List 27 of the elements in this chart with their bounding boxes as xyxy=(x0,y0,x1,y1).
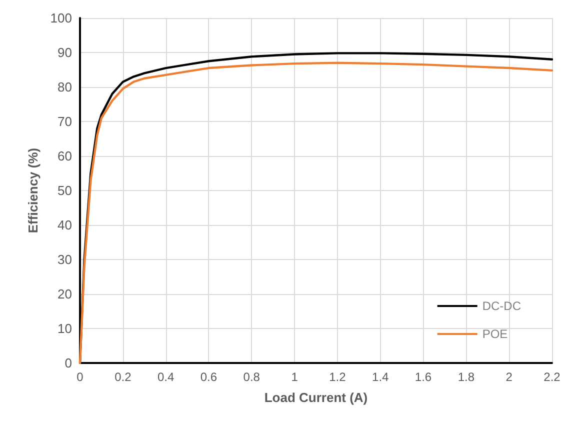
x-tick-label: 1.4 xyxy=(372,370,390,384)
y-tick-label: 0 xyxy=(64,356,72,370)
y-tick-label: 40 xyxy=(58,218,72,232)
y-tick-label: 80 xyxy=(58,80,72,94)
y-tick-label: 30 xyxy=(58,252,72,267)
y-tick-label: 20 xyxy=(58,286,72,302)
x-tick-label: 2 xyxy=(506,370,513,384)
x-tick-label: 0 xyxy=(76,370,84,384)
legend-label: POE xyxy=(482,327,508,341)
x-axis-title: Load Current (A) xyxy=(264,390,368,405)
x-tick-label: 0.6 xyxy=(200,370,218,384)
x-tick-label: 1 xyxy=(291,370,298,384)
x-tick-label: 0.8 xyxy=(243,370,260,384)
legend-label: DC-DC xyxy=(482,299,522,313)
x-tick-label: 0.4 xyxy=(157,370,174,384)
x-tick-label: 1.6 xyxy=(414,370,432,384)
y-tick-label: 70 xyxy=(58,114,72,129)
y-tick-label: 60 xyxy=(58,148,72,164)
x-tick-label: 0.2 xyxy=(114,370,132,384)
y-tick-label: 90 xyxy=(58,45,72,60)
y-tick-label: 100 xyxy=(50,10,72,26)
y-axis-title: Efficiency (%) xyxy=(25,148,40,234)
y-tick-label: 10 xyxy=(58,321,72,336)
x-tick-label: 1.8 xyxy=(458,370,475,384)
x-tick-label: 1.2 xyxy=(329,370,346,384)
x-tick-label: 2.2 xyxy=(544,370,561,384)
y-tick-label: 50 xyxy=(58,183,72,198)
